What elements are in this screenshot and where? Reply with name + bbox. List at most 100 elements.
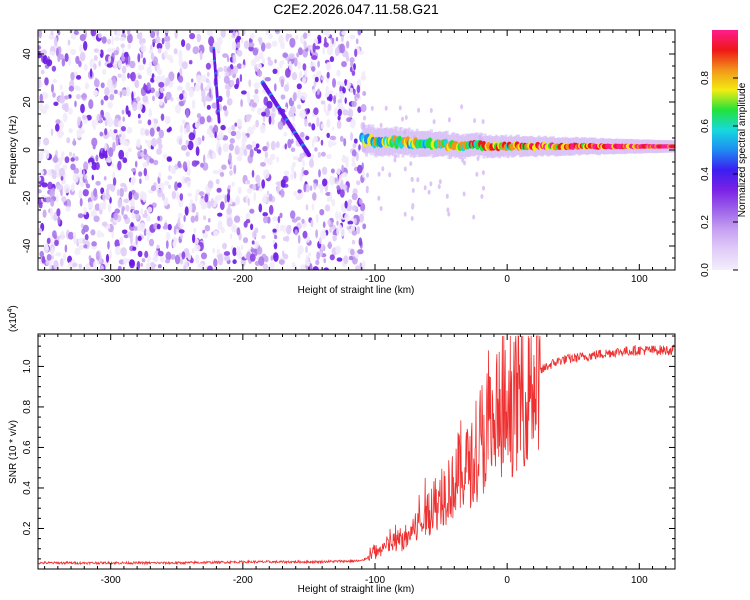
noise-blob: [167, 223, 172, 231]
noise-blob: [324, 204, 331, 212]
noise-blob: [274, 59, 277, 64]
noise-blob: [80, 103, 85, 114]
noise-blob: [68, 128, 73, 134]
noise-blob: [130, 222, 134, 228]
noise-blob: [213, 230, 219, 237]
noise-blob: [356, 84, 361, 94]
noise-blob: [127, 43, 132, 50]
noise-blob: [59, 84, 63, 91]
noise-blob: [133, 210, 140, 215]
noise-blob: [165, 80, 169, 87]
noise-blob: [117, 198, 122, 208]
noise-blob: [137, 250, 143, 258]
noise-blob: [194, 215, 199, 222]
noise-blob: [314, 147, 318, 152]
noise-blob: [342, 87, 346, 94]
noise-blob: [331, 199, 336, 207]
noise-blob: [381, 166, 385, 172]
snr-line-layer: [38, 335, 675, 566]
noise-blob: [156, 223, 161, 230]
noise-blob: [82, 169, 86, 177]
noise-blob: [48, 34, 55, 40]
noise-blob: [125, 204, 130, 212]
noise-blob: [181, 119, 186, 125]
noise-blob: [229, 170, 233, 176]
noise-blob: [104, 128, 108, 136]
noise-blob: [344, 79, 347, 86]
noise-blob: [336, 257, 343, 262]
noise-blob: [351, 193, 358, 201]
noise-blob: [61, 58, 66, 67]
noise-blob: [177, 182, 182, 188]
noise-blob: [330, 168, 335, 174]
noise-blob: [57, 54, 61, 63]
noise-blob: [146, 66, 152, 76]
noise-blob: [164, 30, 169, 34]
noise-blob: [101, 221, 108, 227]
noise-blob: [103, 95, 109, 101]
noise-blob: [272, 228, 277, 233]
noise-blob: [40, 49, 47, 56]
noise-blob: [249, 148, 254, 158]
noise-blob: [260, 162, 266, 167]
noise-blob: [476, 156, 480, 162]
noise-blob: [287, 138, 292, 149]
noise-blob: [233, 215, 241, 223]
noise-blob: [155, 36, 161, 44]
snr-multiplier-exp: 4: [7, 309, 14, 313]
noise-blob: [98, 60, 102, 67]
noise-blob: [336, 220, 339, 226]
noise-blob: [91, 137, 98, 147]
noise-blob: [179, 93, 184, 100]
noise-blob: [356, 180, 361, 186]
noise-blob: [75, 94, 82, 100]
noise-blob: [267, 59, 274, 66]
noise-blob: [228, 152, 232, 162]
noise-blob: [137, 151, 142, 157]
noise-blob: [343, 138, 347, 147]
noise-blob: [255, 119, 259, 128]
noise-blob: [304, 118, 308, 127]
noise-blob: [74, 100, 77, 108]
noise-blob: [284, 143, 288, 150]
noise-blob: [79, 167, 82, 176]
noise-blob: [210, 57, 214, 66]
noise-blob: [314, 76, 319, 83]
noise-blob: [61, 196, 67, 203]
noise-blob: [263, 215, 268, 224]
noise-blob: [229, 198, 233, 205]
noise-blob: [156, 137, 162, 146]
noise-blob: [311, 55, 318, 60]
noise-blob: [336, 226, 339, 236]
noise-blob: [352, 143, 357, 149]
noise-blob: [102, 148, 108, 158]
noise-blob: [240, 99, 244, 108]
noise-blob: [269, 261, 275, 270]
noise-blob: [46, 196, 50, 203]
noise-blob: [293, 92, 297, 102]
noise-blob: [148, 61, 153, 68]
noise-blob: [224, 255, 231, 261]
band-core: [671, 144, 675, 149]
tick-label: 100: [631, 575, 648, 586]
noise-blob: [153, 251, 157, 262]
noise-blob: [266, 100, 273, 109]
noise-blob: [187, 140, 194, 151]
noise-blob: [252, 124, 256, 131]
noise-blob: [460, 104, 464, 110]
noise-blob: [127, 30, 131, 36]
noise-blob: [195, 160, 200, 165]
noise-blob: [309, 185, 313, 191]
noise-blob: [282, 52, 289, 58]
noise-blob: [222, 143, 229, 153]
noise-blob: [326, 132, 331, 138]
noise-blob: [165, 259, 170, 264]
noise-blob: [482, 185, 485, 191]
tick-label: -300: [101, 575, 121, 586]
noise-blob: [192, 46, 199, 55]
noise-blob: [341, 30, 347, 36]
tick-label: 0.2: [700, 215, 711, 229]
noise-blob: [92, 90, 99, 96]
noise-blob: [121, 207, 124, 216]
